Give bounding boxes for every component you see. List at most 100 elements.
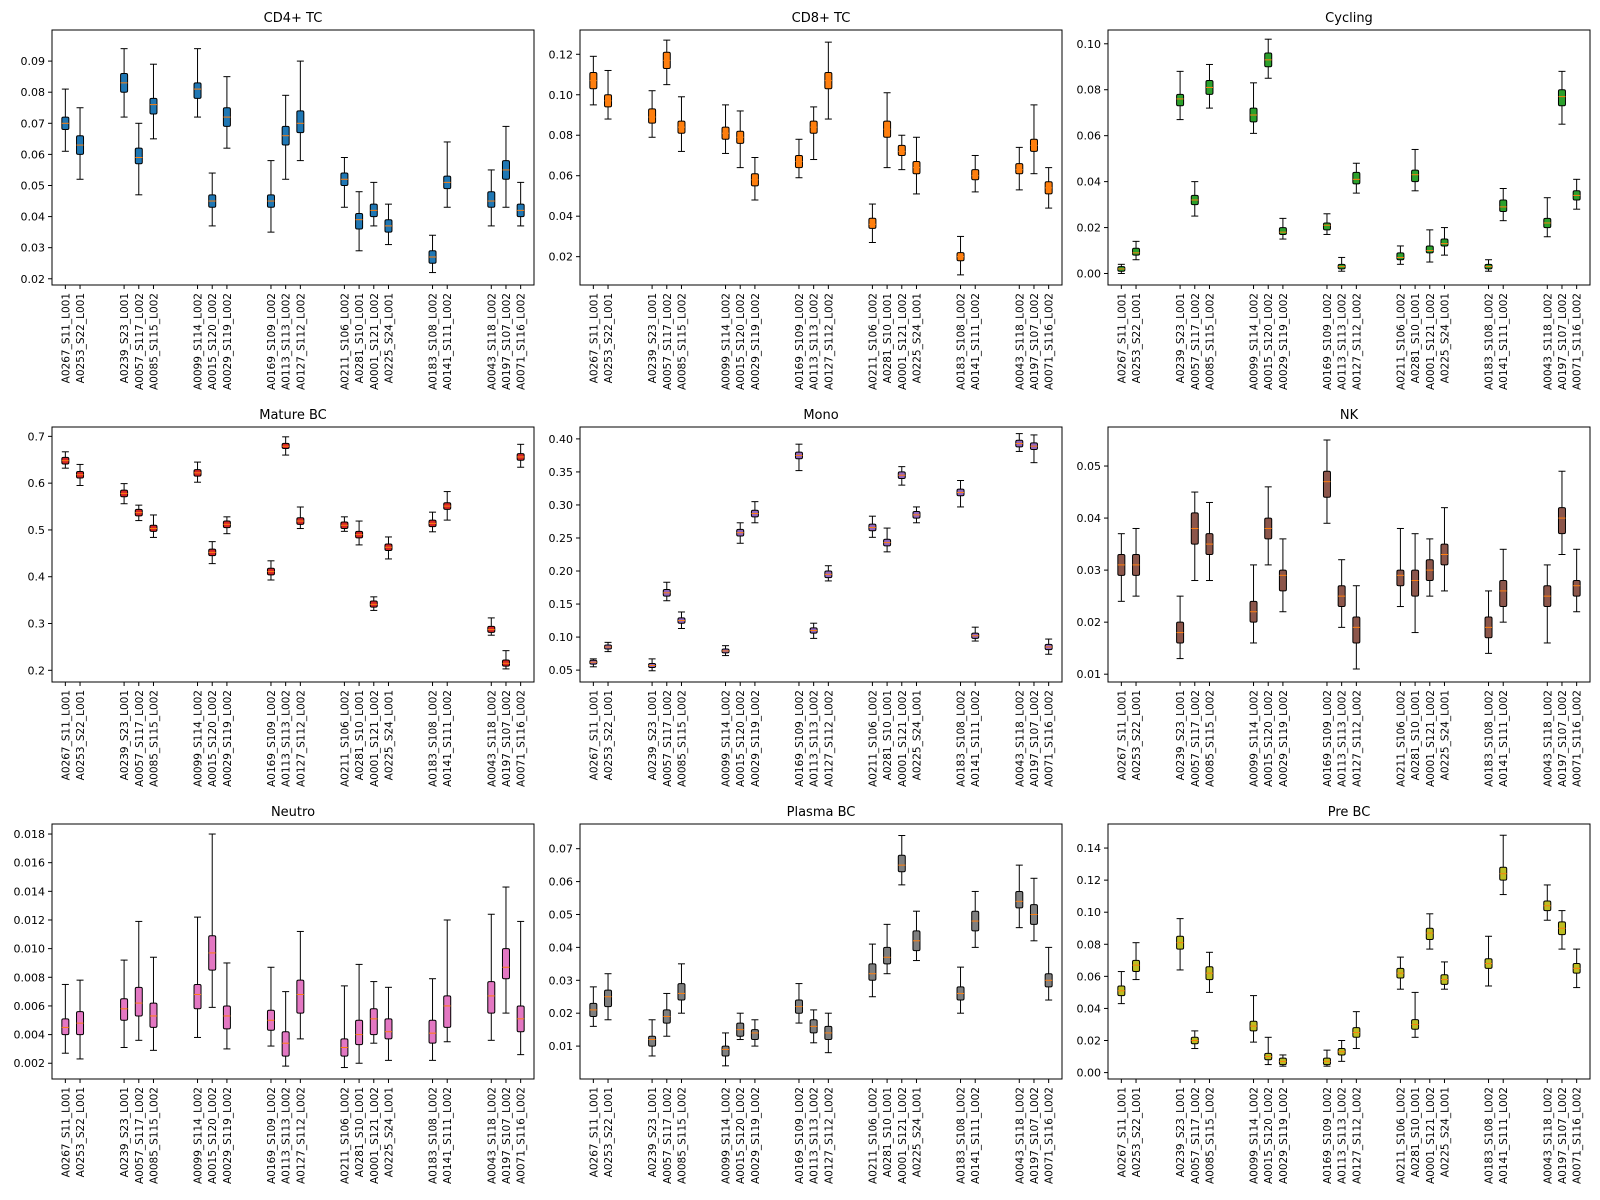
x-tick-label: A0169_S109_L002 — [1322, 293, 1334, 390]
box-A0253_S22_L001 — [76, 979, 85, 1060]
subplot-title: Pre BC — [1328, 805, 1371, 820]
subplot-mature-bc: Mature BC 0.2 0.3 0.4 0.5 0.6 0.7 A0267_S11_L00… — [28, 408, 535, 787]
x-tick-label: A0127_S112_L002 — [1351, 1087, 1363, 1184]
box-body — [1352, 171, 1361, 185]
box-A0197_S107_L002 — [501, 886, 510, 1014]
y-tick-label: 0.08 — [1077, 84, 1102, 97]
box-A0127_S112_L002 — [1352, 585, 1361, 670]
box-A0183_S108_L002 — [428, 511, 437, 533]
x-tick-label: A0253_S22_L001 — [75, 1087, 87, 1177]
box-A0085_S115_L002 — [149, 514, 158, 538]
box-A0057_S117_L002 — [134, 920, 143, 1041]
x-tick-label: A0057_S117_L002 — [1190, 1087, 1202, 1184]
box-A0043_S118_L002 — [487, 913, 496, 1041]
box-A0239_S23_L001 — [1176, 70, 1185, 121]
box-A0267_S11_L001 — [61, 451, 70, 469]
x-tick-label: A0113_S113_L002 — [1337, 1087, 1349, 1184]
y-tick-label: 0.02 — [549, 251, 574, 264]
subplot-title: Mature BC — [259, 408, 326, 423]
axes-frame — [579, 823, 1063, 1080]
box-body — [134, 147, 143, 165]
y-tick-label: 0.04 — [1077, 512, 1102, 525]
box-A0029_S119_L002 — [1278, 538, 1287, 613]
axes-frame — [51, 426, 535, 683]
box-A0183_S108_L002 — [428, 978, 437, 1061]
x-tick-label: A0253_S22_L001 — [75, 293, 87, 383]
box-A0029_S119_L002 — [750, 157, 759, 201]
box-A0099_S114_L002 — [1249, 82, 1258, 134]
box-A0225_S24_L001 — [384, 536, 393, 560]
box-A0183_S108_L002 — [956, 235, 965, 276]
axes-frame — [579, 29, 1063, 286]
box-body — [296, 979, 305, 1014]
y-tick-label: 0.02 — [1077, 616, 1102, 629]
box-A0071_S116_L002 — [1572, 548, 1581, 613]
y-tick-label: 0.04 — [21, 211, 46, 224]
x-tick-label: A0197_S107_L002 — [501, 1087, 513, 1184]
x-tick-label: A0239_S23_L001 — [1175, 293, 1187, 383]
x-tick-label: A0197_S107_L002 — [1029, 293, 1041, 390]
box-body — [384, 1018, 393, 1040]
x-tick-label: A0071_S116_L002 — [1572, 293, 1584, 390]
box-A0281_S10_L001 — [355, 963, 364, 1064]
x-tick-label: A0225_S24_L001 — [1439, 690, 1451, 780]
box-body — [443, 995, 452, 1028]
x-tick-label: A0127_S112_L002 — [295, 293, 307, 390]
y-tick-label: 0.02 — [21, 273, 46, 286]
y-tick-label: 0.03 — [549, 974, 574, 987]
x-tick-label: A0239_S23_L001 — [119, 690, 131, 780]
box-body — [428, 1019, 437, 1044]
box-A0225_S24_L001 — [912, 506, 921, 524]
x-tick-label: A0267_S11_L001 — [60, 293, 72, 383]
x-tick-label: A0043_S118_L002 — [486, 690, 498, 787]
x-tick-label: A0071_S116_L002 — [516, 293, 528, 390]
box-A0113_S113_L002 — [1337, 256, 1346, 272]
x-tick-label: A0001_S121_L002 — [1425, 293, 1437, 390]
y-tick-label: 0.06 — [1077, 130, 1102, 143]
x-tick-label: A0085_S115_L002 — [676, 1087, 688, 1184]
x-tick-label: A0281_S10_L001 — [354, 293, 366, 383]
box-body — [355, 212, 364, 230]
box-A0001_S121_L002 — [1425, 538, 1434, 597]
box-A0057_S117_L002 — [1190, 491, 1199, 582]
x-tick-label: A0043_S118_L002 — [486, 293, 498, 390]
box-body — [1499, 580, 1508, 608]
box-body — [1425, 927, 1434, 940]
x-tick-label: A0239_S23_L001 — [647, 1087, 659, 1177]
x-tick-label: A0183_S108_L002 — [428, 690, 440, 787]
x-tick-label: A0029_S119_L002 — [1278, 1087, 1290, 1184]
x-tick-label: A0239_S23_L001 — [647, 293, 659, 383]
box-body — [134, 986, 143, 1017]
x-tick-label: A0267_S11_L001 — [588, 690, 600, 780]
box-body — [355, 1019, 364, 1046]
x-tick-label: A0043_S118_L002 — [1014, 293, 1026, 390]
x-tick-label: A0099_S114_L002 — [1249, 690, 1261, 787]
x-tick-label: A0057_S117_L002 — [134, 293, 146, 390]
box-A0267_S11_L001 — [61, 983, 70, 1054]
box-A0239_S23_L001 — [648, 1019, 657, 1057]
x-tick-label: A0043_S118_L002 — [1542, 690, 1554, 787]
box-body — [193, 983, 202, 1010]
box-body — [750, 1029, 759, 1041]
x-tick-label: A0127_S112_L002 — [823, 293, 835, 390]
x-tick-label: A0225_S24_L001 — [911, 690, 923, 780]
box-A0141_S111_L002 — [1499, 548, 1508, 623]
y-tick-label: 0.05 — [549, 908, 574, 921]
box-A0141_S111_L002 — [1499, 188, 1508, 222]
box-body — [487, 191, 496, 208]
x-tick-label: A0057_S117_L002 — [662, 690, 674, 787]
x-tick-label: A0267_S11_L001 — [1116, 690, 1128, 780]
box-A0071_S116_L002 — [516, 443, 525, 468]
y-tick-label: 0.03 — [1077, 564, 1102, 577]
box-A0113_S113_L002 — [809, 622, 818, 639]
box-A0127_S112_L002 — [824, 1012, 833, 1054]
y-tick-label: 0.014 — [14, 885, 46, 898]
box-A0015_S120_L002 — [1264, 486, 1273, 566]
box-A0043_S118_L002 — [487, 169, 496, 227]
box-A0211_S106_L002 — [1396, 245, 1405, 265]
y-tick-label: 0.10 — [1077, 38, 1102, 51]
box-body — [1322, 470, 1331, 498]
box-A0113_S113_L002 — [281, 94, 290, 180]
box-A0113_S113_L002 — [281, 436, 290, 456]
